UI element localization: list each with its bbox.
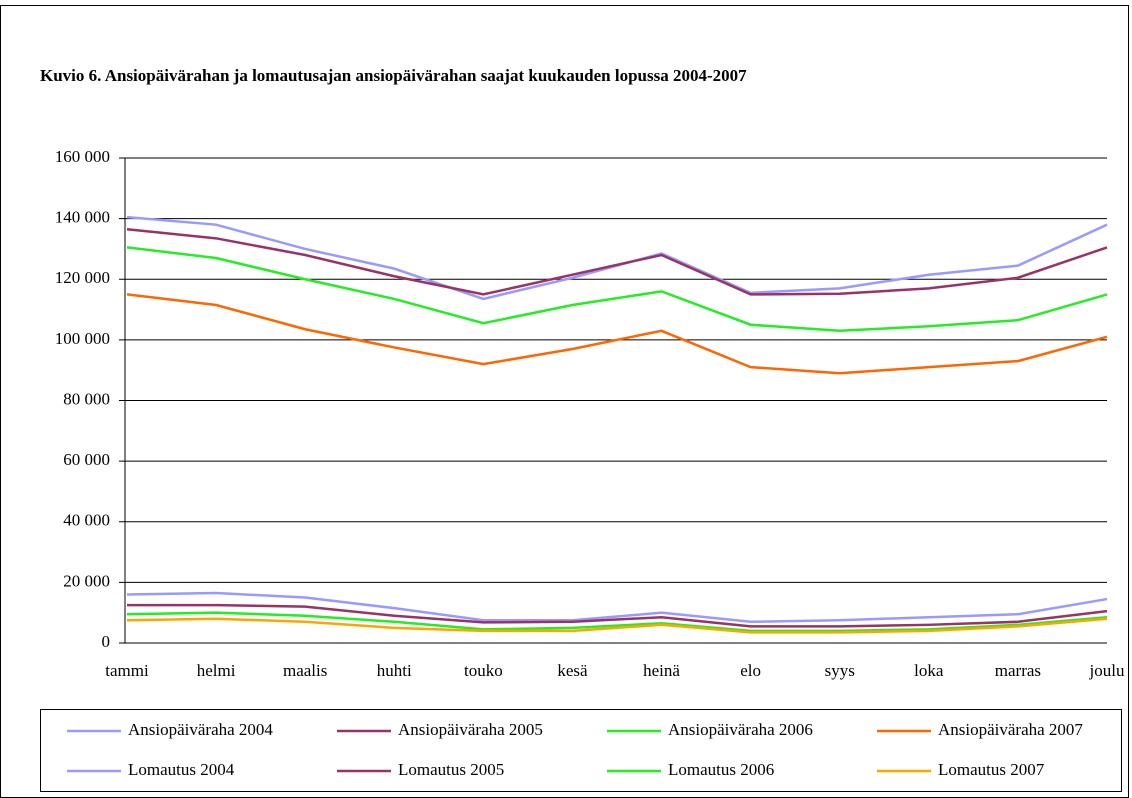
legend-label: Lomautus 2006 (668, 760, 774, 779)
x-tick-label: loka (914, 661, 944, 680)
legend-label: Lomautus 2004 (128, 760, 235, 779)
y-tick-label: 80 000 (63, 389, 110, 408)
x-tick-label: maalis (283, 661, 327, 680)
legend-label: Lomautus 2005 (398, 760, 504, 779)
y-tick-label: 60 000 (63, 450, 110, 469)
legend-label: Ansiopäiväraha 2006 (668, 720, 813, 739)
x-tick-label: kesä (557, 661, 588, 680)
x-tick-label: joulu (1089, 661, 1125, 680)
y-tick-label: 160 000 (55, 147, 110, 166)
legend-label: Lomautus 2007 (938, 760, 1045, 779)
legend-box (40, 709, 1122, 792)
chart-title: Kuvio 6. Ansiopäivärahan ja lomautusajan… (40, 66, 747, 85)
x-tick-label: helmi (197, 661, 236, 680)
y-tick-label: 0 (102, 632, 111, 651)
y-tick-label: 20 000 (63, 571, 110, 590)
series-line (126, 227, 1108, 296)
series-line (126, 611, 1108, 633)
x-tick-label: tammi (105, 661, 149, 680)
legend-label: Ansiopäiväraha 2007 (938, 720, 1083, 739)
x-tick-label: marras (995, 661, 1041, 680)
x-tick-label: heinä (643, 661, 680, 680)
y-tick-label: 120 000 (55, 268, 110, 287)
x-tick-label: touko (464, 661, 503, 680)
series-line (126, 293, 1108, 375)
series-line (126, 591, 1108, 624)
series-line (126, 215, 1108, 301)
series-line (127, 603, 1108, 628)
y-tick-label: 140 000 (55, 208, 110, 227)
y-tick-label: 40 000 (63, 511, 110, 530)
x-tick-label: elo (740, 661, 761, 680)
legend-label: Ansiopäiväraha 2004 (128, 720, 273, 739)
series-line (126, 617, 1108, 634)
y-tick-label: 100 000 (55, 329, 110, 348)
series-line (126, 246, 1108, 333)
x-tick-label: huhti (377, 661, 412, 680)
x-tick-label: syys (825, 661, 855, 680)
legend-label: Ansiopäiväraha 2005 (398, 720, 543, 739)
